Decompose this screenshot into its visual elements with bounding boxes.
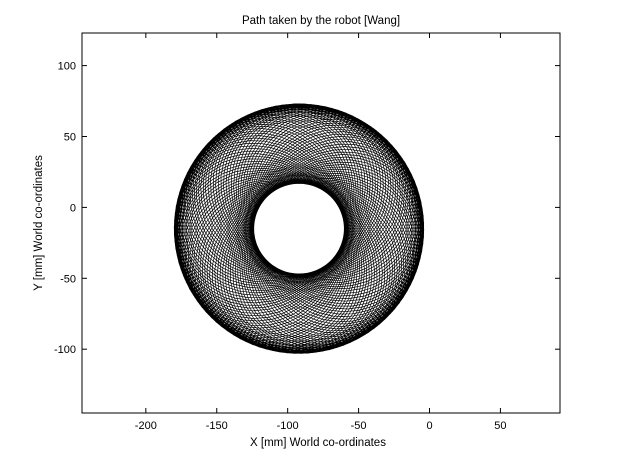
x-axis-label: X [mm] World co-ordinates	[250, 437, 386, 449]
y-tick-label: 0	[70, 202, 76, 214]
y-tick-label: 100	[58, 61, 76, 73]
x-tick-label: 50	[494, 420, 506, 432]
chart-title: Path taken by the robot [Wang]	[242, 15, 400, 27]
x-tick-label: -150	[206, 420, 228, 432]
x-tick-label: -50	[351, 420, 367, 432]
x-tick-label: 0	[426, 420, 432, 432]
y-tick-label: -100	[54, 344, 76, 356]
plot-area	[173, 103, 425, 354]
x-tick-label: -100	[277, 420, 299, 432]
y-tick-label: 50	[64, 132, 76, 144]
x-tick-label: -200	[135, 420, 157, 432]
y-tick-label: -50	[60, 273, 76, 285]
y-axis-ticks: -100 -50 0 50 100	[54, 61, 560, 356]
axes-box	[81, 32, 561, 414]
robot-path-series	[173, 103, 425, 354]
x-axis-ticks: -200 -150 -100 -50 0 50	[135, 33, 507, 432]
y-axis-label: Y [mm] World co-ordinates	[33, 155, 45, 291]
robot-path-line	[173, 103, 425, 354]
